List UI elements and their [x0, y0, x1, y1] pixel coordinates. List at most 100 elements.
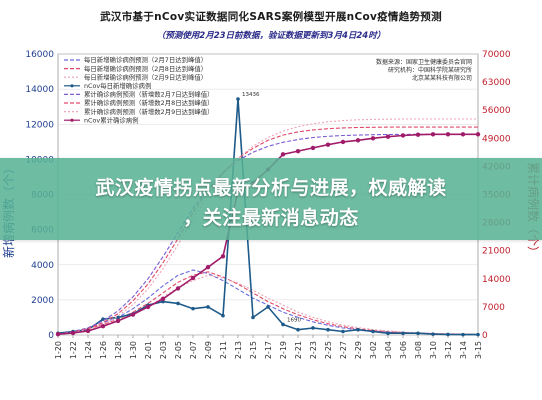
- data-point: [100, 323, 106, 329]
- x-tick-label: 2-09: [204, 341, 213, 359]
- data-point: [311, 326, 315, 330]
- data-point: [370, 136, 376, 141]
- data-point: [310, 145, 316, 151]
- legend-entry: 每日新增确诊病例预测（2月8日达到峰值）: [84, 64, 207, 73]
- legend-marker: [70, 118, 74, 122]
- source-note-line: 研究机构：中国科学院某研究所: [388, 66, 472, 74]
- x-tick-label: 3-12: [444, 341, 453, 359]
- legend-entry: nCov累计确诊病例: [84, 115, 139, 124]
- source-note-line: 数据来源：国家卫生健康委员会官网: [376, 58, 472, 66]
- x-tick-label: 3-06: [399, 341, 408, 359]
- legend-marker: [70, 84, 74, 88]
- x-tick-label: 1-20: [54, 341, 63, 359]
- data-point: [115, 318, 121, 324]
- data-point: [400, 133, 406, 138]
- right-tick-label: 21000: [482, 247, 511, 257]
- data-point: [476, 332, 480, 337]
- data-point: [430, 132, 436, 137]
- data-point: [70, 330, 76, 336]
- x-tick-label: 3-04: [384, 341, 393, 359]
- left-tick-label: 4000: [31, 261, 54, 271]
- right-tick-label: 7000: [482, 303, 505, 313]
- series-line-1: [57, 271, 479, 335]
- data-point: [460, 132, 466, 137]
- legend: 每日新增确诊病例预测（2月7日达到峰值）每日新增确诊病例预测（2月8日达到峰值）…: [64, 55, 214, 124]
- data-point: [251, 315, 255, 320]
- series-line-5: [57, 126, 478, 335]
- x-tick-label: 2-23: [309, 341, 318, 359]
- data-point: [431, 332, 435, 336]
- data-point: [296, 327, 300, 332]
- x-tick-label: 1-26: [99, 341, 108, 359]
- data-point: [191, 306, 195, 311]
- data-point: [175, 286, 181, 291]
- x-tick-label: 3-08: [414, 341, 423, 359]
- left-tick-label: 16000: [25, 50, 54, 60]
- data-point: [416, 331, 420, 336]
- x-tick-label: 2-11: [219, 341, 228, 359]
- data-point: [445, 132, 451, 137]
- data-point: [206, 305, 210, 309]
- left-tick-label: 0: [48, 331, 54, 341]
- x-tick-label: 2-17: [264, 341, 273, 359]
- data-point: [281, 322, 285, 327]
- x-tick-label: 2-01: [144, 341, 153, 359]
- x-tick-label: 2-03: [159, 341, 168, 359]
- x-tick-label: 2-29: [354, 341, 363, 359]
- data-point: [341, 329, 345, 334]
- right-tick-label: 56000: [482, 106, 511, 116]
- x-tick-label: 2-05: [174, 341, 183, 359]
- left-tick-label: 14000: [25, 85, 54, 95]
- legend-entry: 累计确诊病例预测（新增数2月8日达到峰值）: [84, 98, 214, 107]
- data-point: [176, 301, 180, 306]
- data-point: [205, 264, 211, 270]
- legend-entry: 每日新增确诊病例预测（2月9日达到峰值）: [84, 72, 207, 81]
- x-tick-label: 1-22: [69, 341, 78, 359]
- x-tick-label: 2-27: [339, 341, 348, 359]
- legend-entry: 累计确诊病例预测（新增数2月9日达到峰值）: [84, 107, 214, 116]
- data-point: [325, 142, 331, 147]
- data-point: [116, 315, 120, 320]
- chart-subtitle: （预测使用2月23日前数据，验证数据更新到3月4日24时）: [156, 31, 386, 41]
- series-line-6: [57, 118, 478, 335]
- source-note-line: 北京某某科技有限公司: [412, 74, 472, 82]
- data-point: [371, 329, 375, 334]
- data-point: [160, 296, 166, 302]
- x-tick-label: 2-25: [324, 341, 333, 359]
- right-tick-label: 0: [482, 331, 488, 341]
- legend-entry: 每日新增确诊病例预测（2月7日达到峰值）: [84, 55, 207, 64]
- data-point: [355, 138, 361, 143]
- x-tick-label: 2-07: [189, 341, 198, 359]
- banner-line-1: 武汉疫情拐点最新分析与进展，权威解读: [95, 177, 447, 199]
- data-point: [415, 132, 421, 137]
- right-tick-label: 70000: [482, 50, 511, 60]
- data-point: [326, 327, 330, 332]
- data-label: 1690: [287, 317, 301, 323]
- chart-title: 武汉市基于nCov实证数据同化SARS案例模型开展nCov疫情趋势预测: [100, 11, 442, 23]
- data-labels: 13436 1690: [242, 92, 301, 323]
- data-point: [236, 97, 240, 101]
- data-point: [145, 304, 151, 310]
- data-point: [130, 312, 136, 317]
- data-point: [221, 313, 225, 318]
- right-tick-label: 49000: [482, 134, 511, 144]
- data-point: [220, 254, 226, 259]
- series-layer: [55, 97, 481, 337]
- data-point: [386, 331, 390, 336]
- data-point: [295, 148, 301, 154]
- data-point: [356, 327, 360, 332]
- x-tick-label: 3-02: [369, 341, 378, 359]
- x-tick-label: 3-14: [459, 341, 468, 359]
- data-point: [385, 134, 391, 139]
- data-point: [190, 275, 196, 281]
- data-point: [401, 331, 405, 336]
- data-point: [475, 132, 481, 137]
- x-tick-label: 2-15: [249, 341, 258, 359]
- data-point: [55, 331, 61, 337]
- x-tick-label: 1-28: [114, 341, 123, 359]
- left-tick-label: 2000: [31, 296, 54, 306]
- x-tick-label: 2-19: [279, 341, 288, 359]
- data-point: [340, 139, 346, 145]
- headline-banner: 武汉疫情拐点最新分析与进展，权威解读 ，关注最新消息动态: [0, 158, 542, 240]
